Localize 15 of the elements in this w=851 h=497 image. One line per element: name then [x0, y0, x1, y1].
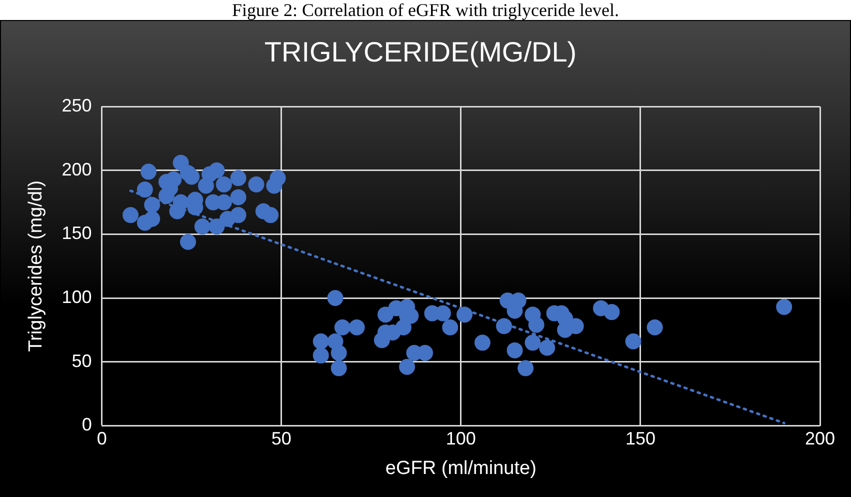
y-tick-label: 50: [72, 350, 92, 371]
y-axis-title: Triglycerides (mg/dl): [26, 180, 47, 352]
y-tick-label: 250: [62, 96, 92, 116]
chart-title: TRIGLYCERIDE(MG/DL): [264, 36, 577, 68]
x-tick-label: 100: [446, 428, 476, 448]
caption: Figure 2: Correlation of eGFR with triglyceride level.: [231, 0, 620, 20]
x-tick-label: 0: [96, 428, 107, 448]
y-tick-label: 150: [62, 223, 92, 244]
y-tick-label: 200: [62, 159, 92, 180]
y-tick-label: 0: [82, 414, 92, 435]
x-tick-label: 200: [804, 428, 836, 448]
x-tick-label: 150: [625, 428, 656, 448]
x-axis-title: eGFR (ml/minute): [385, 458, 536, 479]
y-tick-label: 100: [62, 286, 92, 307]
x-tick-label: 50: [271, 428, 292, 448]
